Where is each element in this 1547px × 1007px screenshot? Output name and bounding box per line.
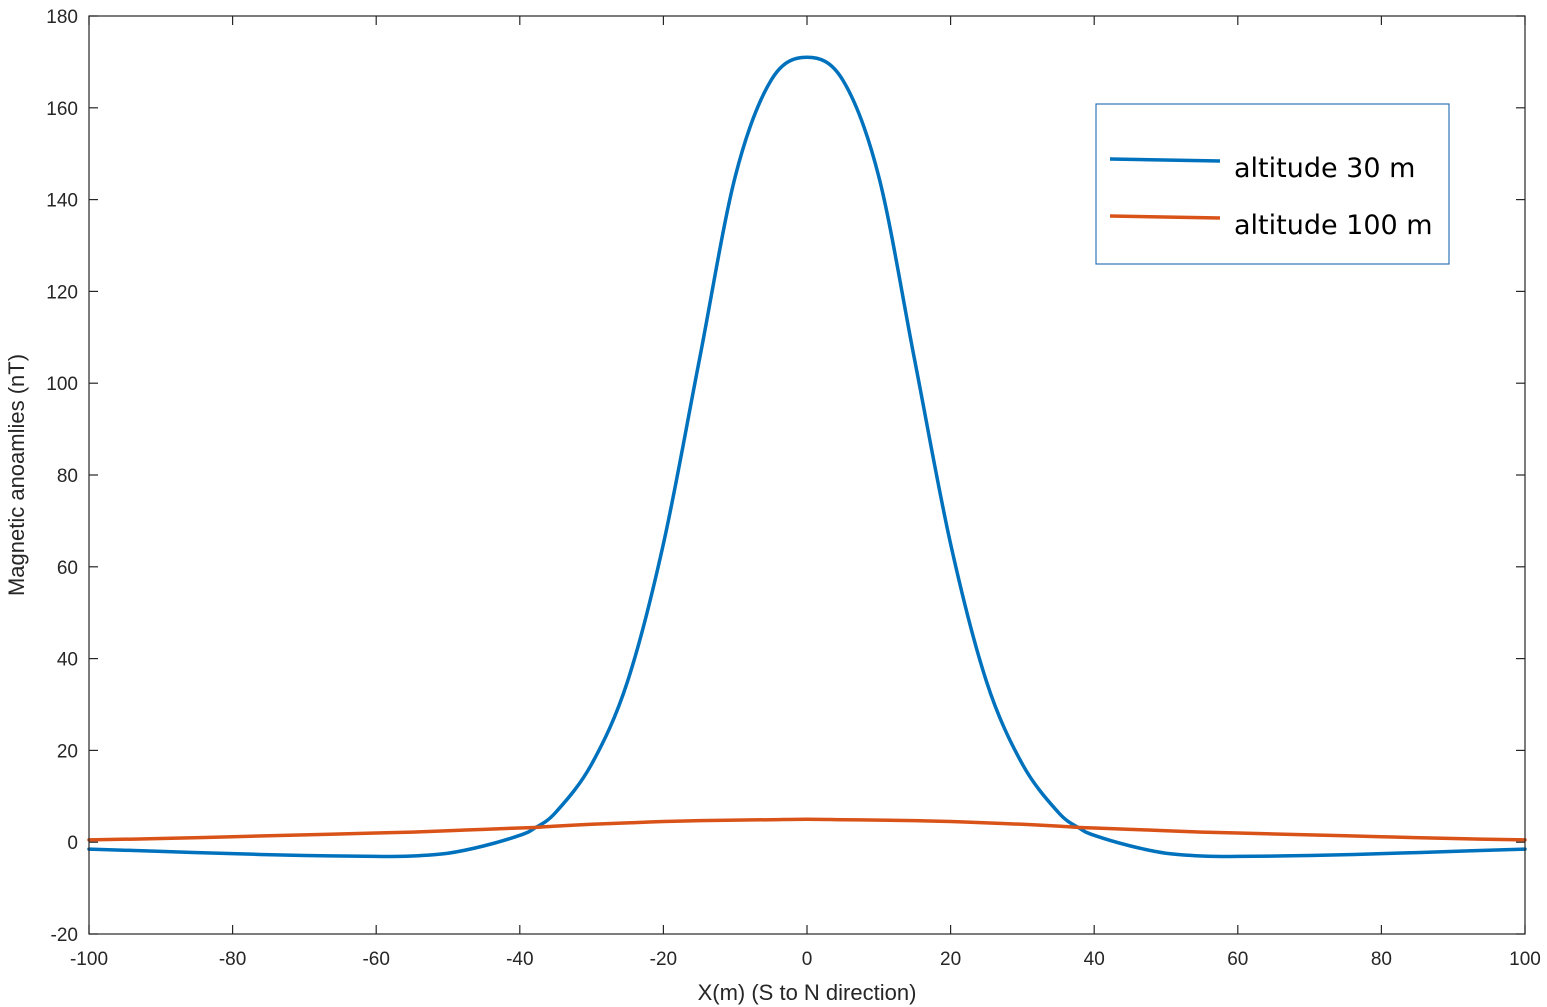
y-tick-label: 120 <box>46 282 78 303</box>
y-tick-label: 180 <box>46 7 78 28</box>
series-line-altitude-100 <box>87 817 1527 842</box>
y-tick-label: 60 <box>57 558 78 579</box>
series-line-altitude-30 <box>87 55 1527 859</box>
y-tick-label: 40 <box>57 650 78 671</box>
legend-box <box>1095 103 1450 265</box>
x-tick-label: -80 <box>219 949 246 970</box>
series-layer <box>87 55 1527 859</box>
y-tick-label: 80 <box>57 466 78 487</box>
y-tick-label: 100 <box>46 374 78 395</box>
x-tick-label: -40 <box>506 949 533 970</box>
x-tick-label: 0 <box>802 949 813 970</box>
x-tick-label: 40 <box>1084 949 1105 970</box>
y-tick-label: 160 <box>46 99 78 120</box>
x-tick-label: 100 <box>1509 949 1541 970</box>
y-tick-label: 0 <box>67 833 78 854</box>
legend-swatch-altitude-30 <box>1109 157 1221 163</box>
legend-swatch-altitude-100 <box>1109 214 1221 220</box>
x-tick-label: -100 <box>70 949 108 970</box>
x-tick-label: 20 <box>940 949 961 970</box>
y-tick-label: 140 <box>46 191 78 212</box>
legend-entry-altitude-30: altitude 30 m <box>1234 153 1415 184</box>
x-axis-label: X(m) (S to N direction) <box>698 980 917 1005</box>
plot-frame <box>88 15 1526 935</box>
x-tick-label: -20 <box>650 949 677 970</box>
x-tick-label: 60 <box>1227 949 1248 970</box>
y-axis-label: Magnetic anoamlies (nT) <box>4 354 29 596</box>
ticks-layer: -100 -80 -60 -40 -20 0 20 40 60 80 100 -20 0 20 40 60 80… <box>46 7 1541 970</box>
x-tick-label: -60 <box>362 949 389 970</box>
legend-entry-altitude-100: altitude 100 m <box>1234 210 1433 241</box>
y-tick-label: -20 <box>51 925 78 946</box>
y-tick-label: 20 <box>57 741 78 762</box>
legend: altitude 30 m altitude 100 m <box>1095 103 1450 265</box>
x-tick-label: 80 <box>1371 949 1392 970</box>
